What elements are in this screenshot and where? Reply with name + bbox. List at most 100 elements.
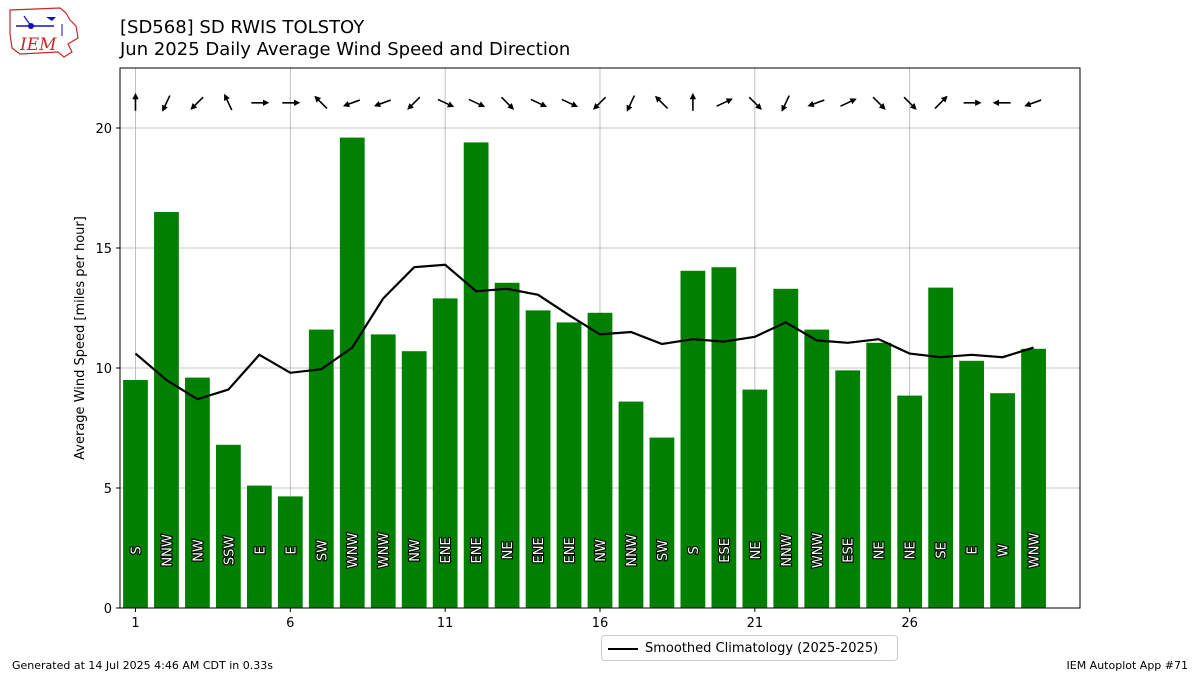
bar-day-9 bbox=[370, 334, 396, 608]
bar-day-12 bbox=[463, 142, 489, 608]
direction-label-day-22: NNW bbox=[780, 534, 795, 566]
bar-day-14 bbox=[525, 310, 551, 608]
direction-label-day-15: ENE bbox=[563, 537, 578, 563]
bar-day-19 bbox=[680, 270, 706, 608]
bar-day-15 bbox=[556, 322, 582, 608]
direction-label-day-16: NW bbox=[594, 539, 609, 562]
generated-timestamp: Generated at 14 Jul 2025 4:46 AM CDT in … bbox=[12, 659, 273, 672]
direction-label-day-1: S bbox=[129, 546, 144, 554]
wind-arrow-day-12 bbox=[468, 98, 486, 108]
bar-day-23 bbox=[804, 329, 830, 608]
bar-day-29 bbox=[990, 393, 1015, 608]
logo-text: IEM bbox=[19, 35, 57, 55]
bar-day-25 bbox=[866, 342, 892, 608]
direction-label-day-30: WNW bbox=[1028, 533, 1043, 569]
direction-label-day-3: NW bbox=[191, 539, 206, 562]
bar-day-8 bbox=[339, 137, 365, 608]
direction-label-day-18: SW bbox=[656, 540, 671, 561]
bar-day-18 bbox=[649, 437, 675, 608]
wind-arrow-day-3 bbox=[190, 96, 204, 110]
y-tick-label-10: 10 bbox=[95, 362, 112, 377]
bar-day-7 bbox=[308, 329, 334, 608]
chart-legend: Smoothed Climatology (2025-2025) bbox=[601, 635, 898, 661]
bar-day-2 bbox=[154, 212, 179, 608]
direction-label-day-26: NE bbox=[904, 541, 919, 559]
wind-arrow-day-30 bbox=[1024, 99, 1042, 108]
direction-label-day-25: NE bbox=[873, 541, 888, 559]
direction-label-day-21: NE bbox=[749, 541, 764, 559]
wind-arrow-day-13 bbox=[500, 96, 515, 110]
bar-day-21 bbox=[742, 389, 768, 608]
direction-label-day-4: SSW bbox=[222, 536, 237, 566]
direction-label-day-7: SW bbox=[315, 540, 330, 561]
wind-arrow-day-24 bbox=[840, 98, 857, 107]
wind-arrow-day-22 bbox=[781, 95, 790, 112]
bar-day-22 bbox=[773, 288, 799, 608]
chart-subtitle: Jun 2025 Daily Average Wind Speed and Di… bbox=[120, 39, 571, 60]
bar-day-5 bbox=[246, 485, 272, 608]
x-tick-label-21: 21 bbox=[747, 616, 764, 631]
direction-label-day-8: WNW bbox=[346, 533, 361, 569]
wind-arrow-day-11 bbox=[437, 98, 455, 108]
iem-logo: IEM bbox=[6, 4, 82, 60]
legend-line-swatch bbox=[608, 648, 638, 650]
direction-label-day-27: SE bbox=[935, 542, 950, 558]
climatology-line bbox=[134, 263, 1034, 401]
wind-arrow-day-7 bbox=[314, 95, 328, 110]
app-label: IEM Autoplot App #71 bbox=[1066, 659, 1189, 672]
wind-arrow-day-16 bbox=[592, 96, 607, 110]
direction-label-day-29: W bbox=[997, 544, 1012, 557]
direction-label-day-20: ESE bbox=[718, 538, 733, 563]
bar-day-4 bbox=[216, 444, 241, 608]
wind-arrow-day-2 bbox=[162, 95, 171, 112]
x-tick-label-16: 16 bbox=[592, 616, 609, 631]
y-axis-label: Average Wind Speed [miles per hour] bbox=[73, 216, 88, 460]
x-tick-label-11: 11 bbox=[437, 616, 454, 631]
x-tick-label-1: 1 bbox=[131, 616, 139, 631]
direction-label-day-11: ENE bbox=[439, 537, 454, 563]
x-tick-label-26: 26 bbox=[901, 616, 918, 631]
bar-day-11 bbox=[432, 298, 458, 608]
y-tick-label-5: 5 bbox=[104, 482, 112, 497]
direction-label-day-23: WNW bbox=[811, 533, 826, 569]
direction-label-day-13: NE bbox=[501, 541, 516, 559]
direction-label-day-2: NNW bbox=[160, 534, 175, 566]
bar-day-30 bbox=[1021, 348, 1046, 608]
y-tick-label-20: 20 bbox=[95, 122, 112, 137]
direction-label-day-5: E bbox=[253, 546, 268, 554]
wind-arrow-day-17 bbox=[626, 95, 636, 112]
wind-arrow-day-25 bbox=[872, 96, 886, 110]
wind-arrow-day-9 bbox=[373, 99, 392, 108]
direction-label-day-19: S bbox=[687, 546, 702, 554]
wind-arrow-day-20 bbox=[716, 98, 733, 107]
bar-day-3 bbox=[185, 377, 210, 608]
bar-day-10 bbox=[401, 351, 427, 608]
x-tick-label-6: 6 bbox=[286, 616, 294, 631]
direction-label-day-28: E bbox=[966, 546, 981, 554]
bar-day-24 bbox=[835, 370, 861, 608]
bar-day-16 bbox=[587, 312, 613, 608]
wind-arrow-day-18 bbox=[654, 95, 669, 110]
y-tick-label-15: 15 bbox=[95, 242, 112, 257]
direction-label-day-10: NW bbox=[408, 539, 423, 562]
wind-arrow-day-15 bbox=[561, 98, 579, 108]
bar-day-1 bbox=[123, 380, 148, 608]
bar-day-17 bbox=[618, 401, 644, 608]
wind-arrow-day-14 bbox=[530, 98, 548, 108]
wind-arrow-day-23 bbox=[807, 99, 825, 108]
direction-label-day-14: ENE bbox=[532, 537, 547, 563]
direction-label-day-12: ENE bbox=[470, 537, 485, 563]
direction-label-day-17: NNW bbox=[625, 534, 640, 566]
wind-arrow-day-8 bbox=[342, 99, 361, 108]
direction-label-day-9: WNW bbox=[377, 533, 392, 569]
bar-day-26 bbox=[897, 395, 923, 608]
wind-arrow-day-27 bbox=[934, 95, 948, 110]
chart-title: [SD568] SD RWIS TOLSTOY bbox=[120, 17, 365, 38]
bar-day-28 bbox=[959, 360, 984, 608]
bar-day-13 bbox=[494, 282, 520, 608]
bar-day-6 bbox=[277, 496, 303, 608]
bar-day-20 bbox=[711, 267, 737, 608]
y-tick-label-0: 0 bbox=[104, 602, 112, 617]
bar-day-27 bbox=[928, 287, 954, 608]
